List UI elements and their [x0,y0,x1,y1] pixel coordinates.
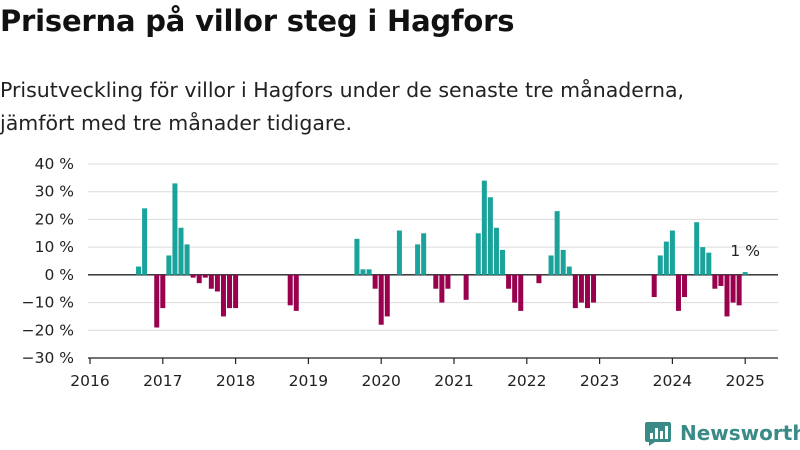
bar [142,208,148,275]
bar [657,255,663,275]
y-tick-label: 0 % [44,266,74,284]
bar [433,274,439,289]
bar [360,269,366,275]
bar [560,249,566,275]
bar [421,233,427,275]
bar [572,274,578,309]
bar [227,274,233,309]
bar [354,238,360,275]
y-tick-label: −30 % [22,349,74,367]
bar [512,274,518,303]
bar [584,274,590,309]
bar [233,274,239,309]
chart-title: Priserna på villor steg i Hagfors [0,4,515,38]
bar [487,197,493,275]
bar [578,274,584,303]
bar [190,274,196,278]
y-tick-label: −20 % [22,321,74,339]
bar [548,255,554,275]
bar [591,274,597,303]
y-axis: −30 % −20 % −10 % 0 % 10 % 20 % 30 % 40 % [22,155,74,367]
x-tick-label: 2016 [70,372,109,390]
bar [178,227,184,275]
y-tick-label: 30 % [35,183,74,201]
bar [718,274,724,286]
bar [154,274,160,328]
bar [712,274,718,289]
x-tick-label: 2025 [725,372,764,390]
y-tick-label: 20 % [35,210,74,228]
bar [536,274,542,284]
newsworthy-logo-icon [645,422,671,446]
bar [415,244,421,275]
bar [172,183,178,275]
bar [566,266,572,275]
bar [378,274,384,325]
bar [518,274,524,311]
bar [136,266,142,275]
bar [675,274,681,311]
bar [366,269,372,275]
bar [669,230,675,275]
x-tick-label: 2017 [143,372,182,390]
bar [445,274,451,289]
y-tick-label: 40 % [35,155,74,173]
bar [396,230,402,275]
bar [196,274,202,284]
newsworthy-logo[interactable]: Newsworthy [644,420,800,446]
x-tick-label: 2021 [434,372,473,390]
bar [706,252,712,275]
bar [202,274,208,278]
x-tick-label: 2024 [653,372,692,390]
bar [166,255,172,275]
bar [372,274,378,289]
bar [506,274,512,289]
bar [463,274,469,300]
bar [500,249,506,275]
bar [724,274,730,317]
bar [220,274,226,317]
bar [475,233,481,275]
x-tick-label: 2018 [216,372,255,390]
bar [184,244,190,275]
bar [439,274,445,303]
y-tick-label: −10 % [22,294,74,312]
bar [742,272,748,275]
bar [694,222,700,275]
bar [730,274,736,303]
y-tick-label: 10 % [35,238,74,256]
bar [493,227,499,275]
bar [214,274,220,292]
bar [700,247,706,275]
bar [481,180,487,275]
chart-subtitle: Prisutveckling för villor i Hagfors unde… [0,78,685,135]
bar [384,274,390,317]
x-tick-label: 2023 [580,372,619,390]
bar [208,274,214,289]
bar [293,274,299,311]
bar [554,211,560,275]
x-tick-label: 2022 [507,372,546,390]
bar [663,241,669,275]
bar [287,274,293,306]
x-tick-label: 2019 [289,372,328,390]
bar [682,274,688,298]
bars [136,180,748,328]
bar [651,274,657,298]
bar [736,274,742,306]
last-value-annotation: 1 % [730,242,760,260]
x-axis: 2016 2017 2018 2019 2020 2021 2022 2023 2024 2025 [70,357,778,390]
x-tick-label: 2020 [361,372,400,390]
annotations: 1 % [730,242,760,260]
bar [160,274,166,309]
brand-name: Newsworthy [680,421,800,445]
